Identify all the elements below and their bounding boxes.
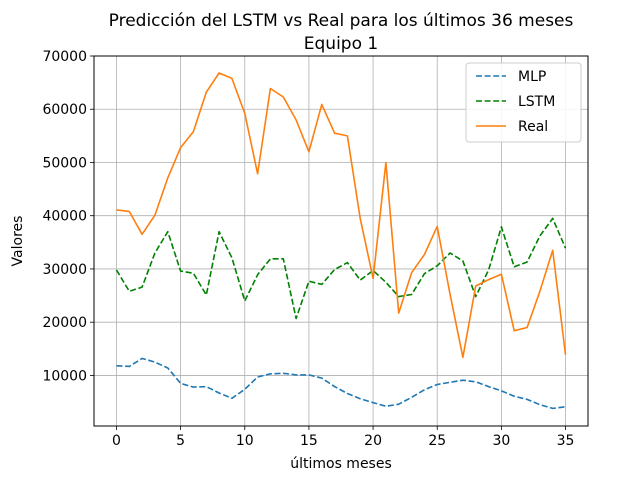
legend-label-real: Real	[518, 119, 548, 135]
y-tick-label: 30000	[42, 262, 87, 278]
plot-frame	[93, 55, 589, 427]
x-tick-label: 30	[492, 433, 510, 449]
series-line-lstm	[115, 217, 567, 320]
y-axis-ticks: 10000 20000 30000 40000 50000 60000 70000	[42, 49, 94, 384]
x-axis-label: últimos meses	[290, 456, 392, 472]
x-tick-label: 20	[364, 433, 382, 449]
chart-subtitle: Equipo 1	[304, 34, 378, 54]
x-tick-label: 35	[557, 433, 575, 449]
y-tick-label: 70000	[42, 49, 87, 65]
legend-box	[465, 62, 582, 143]
series-layer	[115, 72, 567, 410]
x-tick-label: 0	[112, 433, 121, 449]
series-line-real	[116, 72, 567, 359]
legend-label-mlp: MLP	[518, 69, 546, 85]
x-tick-label: 10	[236, 433, 254, 449]
y-tick-label: 60000	[42, 102, 87, 118]
chart-title: Predicción del LSTM vs Real para los últ…	[109, 11, 574, 31]
series-line-mlp	[116, 357, 566, 410]
y-tick-label: 40000	[42, 209, 87, 225]
x-tick-label: 15	[300, 433, 318, 449]
y-tick-label: 10000	[42, 368, 87, 384]
x-tick-label: 25	[428, 433, 446, 449]
y-tick-label: 50000	[42, 155, 87, 171]
x-axis-ticks: 0 5 10 15 20 25 30 35	[112, 426, 574, 449]
y-axis-label: Valores	[10, 216, 26, 267]
y-tick-label: 20000	[42, 315, 87, 331]
legend-label-lstm: LSTM	[518, 94, 555, 110]
legend: MLP LSTM Real	[465, 62, 582, 143]
x-tick-label: 5	[176, 433, 185, 449]
